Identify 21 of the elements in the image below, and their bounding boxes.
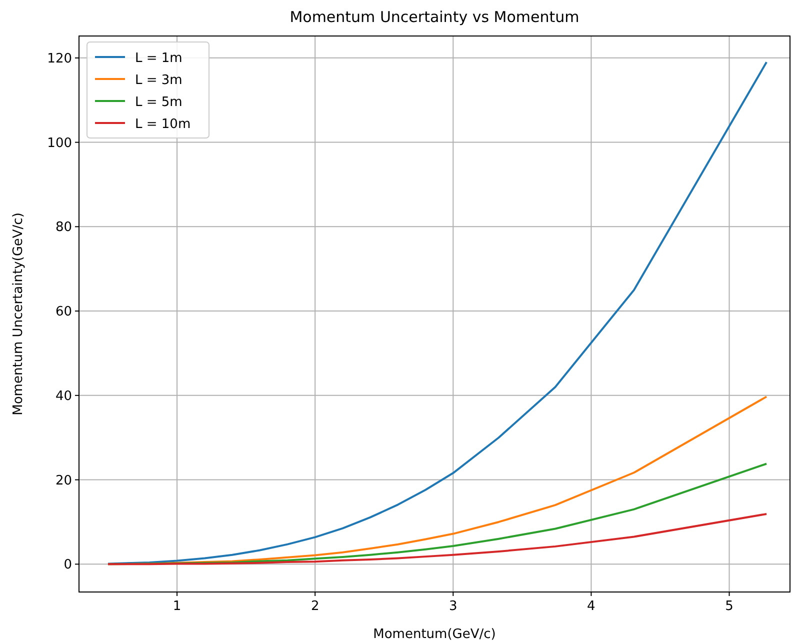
legend-label: L = 3m bbox=[135, 73, 182, 88]
y-tick-label: 20 bbox=[55, 473, 72, 488]
chart-title: Momentum Uncertainty vs Momentum bbox=[290, 8, 580, 26]
legend-label: L = 5m bbox=[135, 95, 182, 110]
x-tick-label: 5 bbox=[725, 599, 734, 614]
x-tick-label: 2 bbox=[310, 599, 320, 614]
line-series bbox=[106, 512, 768, 566]
x-axis-title: Momentum(GeV/c) bbox=[373, 627, 496, 642]
x-tick-label: 3 bbox=[448, 599, 458, 614]
y-tick-label: 120 bbox=[47, 51, 72, 66]
legend-label: L = 1m bbox=[135, 51, 182, 66]
y-tick-label: 100 bbox=[47, 136, 72, 151]
y-tick-label: 60 bbox=[55, 304, 72, 320]
x-tick-label: 4 bbox=[587, 599, 596, 614]
y-tick-label: 80 bbox=[55, 220, 72, 236]
line-series bbox=[106, 61, 768, 565]
y-tick-label: 0 bbox=[64, 558, 72, 573]
y-axis-title: Momentum Uncertainty(GeV/c) bbox=[11, 212, 26, 416]
legend-label: L = 10m bbox=[135, 117, 191, 132]
y-tick-label: 40 bbox=[55, 388, 72, 404]
x-tick-label: 1 bbox=[172, 599, 182, 614]
